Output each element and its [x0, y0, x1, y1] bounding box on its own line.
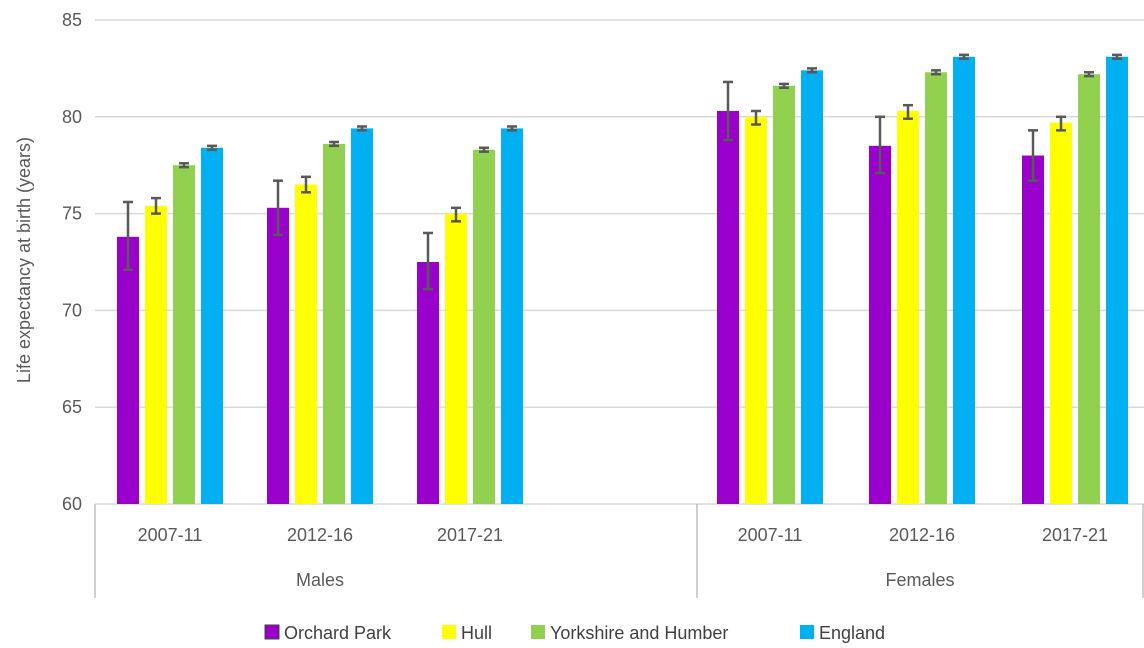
bar — [1050, 122, 1072, 504]
bar — [173, 165, 195, 504]
x-tick-label: 2017-21 — [1042, 525, 1108, 545]
bars — [117, 56, 1128, 505]
legend-swatch — [531, 625, 545, 639]
legend-label: Yorkshire and Humber — [550, 623, 728, 643]
bar — [117, 236, 139, 504]
bar — [1106, 56, 1128, 505]
bar — [953, 56, 975, 505]
x-tick-label: 2017-21 — [437, 525, 503, 545]
group-label: Males — [296, 570, 344, 590]
x-tick-label: 2007-11 — [738, 525, 803, 545]
legend-label: Orchard Park — [284, 623, 392, 643]
x-tick-label: 2012-16 — [889, 525, 955, 545]
axes — [94, 504, 1144, 598]
gridlines — [95, 19, 1144, 505]
axis-labels: 60 65 70 75 80 85 2007-11 2012-16 2017-21 2007-11… — [62, 10, 1108, 590]
error-bars — [123, 53, 1122, 291]
bar — [925, 72, 947, 504]
bar — [145, 205, 167, 504]
y-tick-label: 70 — [62, 300, 82, 320]
bar — [267, 207, 289, 505]
y-tick-label: 75 — [62, 204, 82, 224]
legend-swatch — [800, 625, 814, 639]
bar — [295, 184, 317, 504]
bar — [323, 143, 345, 505]
bar — [473, 149, 495, 504]
y-axis-title: Life expectancy at birth (years) — [14, 137, 34, 383]
bar — [869, 145, 891, 504]
x-tick-label: 2007-11 — [138, 525, 203, 545]
bar — [773, 85, 795, 504]
legend[interactable]: Orchard Park Hull Yorkshire and Humber Engl… — [264, 623, 885, 643]
legend-item[interactable]: Orchard Park — [264, 623, 392, 643]
bar — [1022, 155, 1044, 504]
bar — [801, 70, 823, 504]
legend-label: England — [819, 623, 885, 643]
bar — [717, 110, 739, 504]
legend-label: Hull — [461, 623, 492, 643]
x-tick-label: 2012-16 — [287, 525, 353, 545]
legend-item[interactable]: England — [800, 623, 885, 643]
y-tick-label: 80 — [62, 107, 82, 127]
y-tick-label: 60 — [62, 494, 82, 514]
bar — [417, 262, 439, 504]
bar — [201, 147, 223, 504]
bar — [445, 213, 467, 504]
legend-item[interactable]: Yorkshire and Humber — [531, 623, 728, 643]
y-tick-label: 85 — [62, 10, 82, 30]
bar — [745, 116, 767, 505]
bar — [1078, 74, 1100, 504]
legend-swatch — [264, 624, 280, 640]
group-label: Females — [885, 570, 954, 590]
legend-item[interactable]: Hull — [442, 623, 492, 643]
bar — [501, 128, 523, 504]
legend-swatch — [442, 625, 456, 639]
y-tick-label: 65 — [62, 397, 82, 417]
bar — [351, 128, 373, 504]
bar — [897, 110, 919, 504]
